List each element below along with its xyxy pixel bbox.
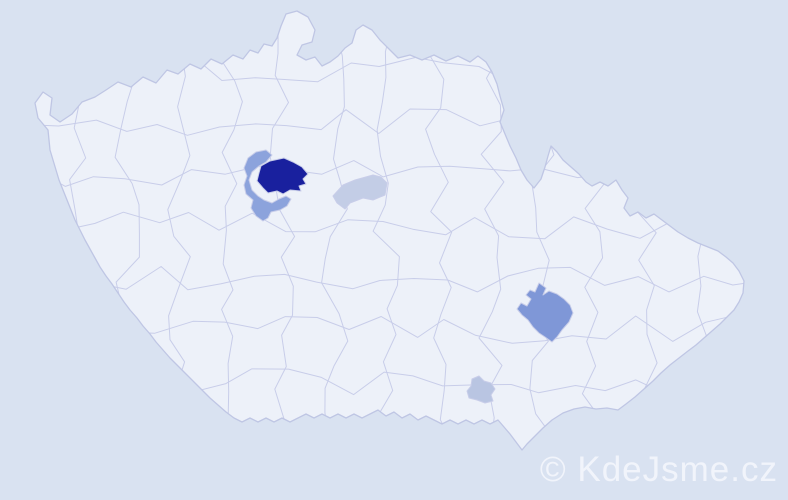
region-central-medium — [243, 149, 292, 222]
region-central-dark — [256, 157, 309, 195]
region-southeast-medium — [516, 282, 574, 343]
watermark: © KdeJsme.cz — [539, 450, 778, 489]
region-south-light — [466, 375, 496, 404]
region-east-of-center-light — [332, 174, 388, 210]
country-outline — [34, 10, 745, 451]
highlighted-districts — [243, 149, 574, 404]
country-land — [35, 11, 744, 450]
